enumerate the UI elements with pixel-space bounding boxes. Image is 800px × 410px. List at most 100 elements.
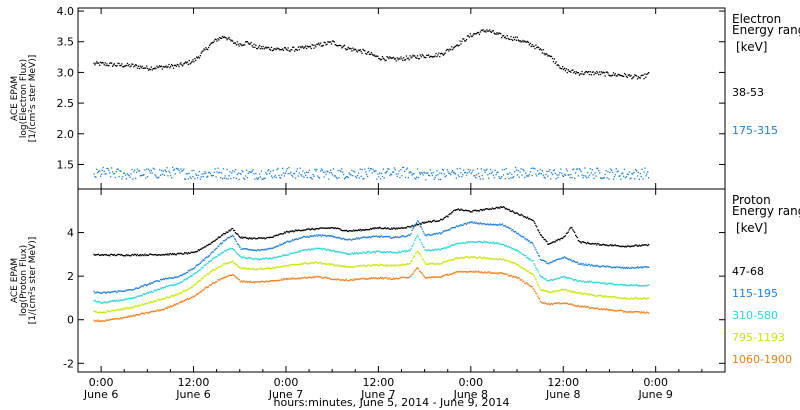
- data-point: [448, 259, 450, 261]
- data-point: [102, 311, 104, 313]
- data-point: [340, 45, 342, 47]
- data-point: [120, 64, 122, 67]
- data-point: [378, 176, 380, 178]
- data-point: [339, 265, 341, 267]
- data-point: [575, 261, 577, 263]
- data-point: [124, 290, 127, 292]
- data-point: [513, 36, 515, 39]
- data-point: [506, 208, 508, 210]
- data-point: [341, 47, 343, 49]
- data-point: [425, 249, 427, 251]
- data-point: [188, 252, 190, 254]
- data-point: [321, 45, 323, 47]
- data-point: [255, 281, 257, 283]
- data-point: [299, 250, 301, 252]
- data-point: [315, 235, 317, 237]
- data-point: [572, 304, 574, 306]
- data-point: [398, 170, 400, 172]
- data-point: [347, 230, 349, 233]
- data-point: [381, 264, 384, 266]
- data-point: [155, 253, 157, 256]
- data-point: [526, 270, 528, 272]
- data-point: [428, 220, 430, 222]
- data-point: [563, 173, 566, 176]
- data-point: [207, 175, 209, 177]
- y-tick-label: 1.5: [57, 158, 75, 171]
- data-point: [280, 266, 282, 268]
- data-point: [368, 53, 371, 55]
- data-point: [183, 290, 185, 292]
- data-point: [232, 260, 234, 262]
- legend-title: Energy ranges: [732, 204, 800, 218]
- data-point: [205, 172, 207, 174]
- data-point: [518, 40, 520, 42]
- data-point: [136, 67, 139, 69]
- data-point: [514, 248, 516, 250]
- data-point: [189, 287, 191, 289]
- data-point: [539, 289, 542, 291]
- data-point: [96, 168, 98, 170]
- data-point: [248, 237, 250, 239]
- data-point: [105, 254, 107, 256]
- data-point: [354, 252, 356, 254]
- data-point: [283, 231, 286, 233]
- data-point: [150, 169, 152, 172]
- data-point: [632, 76, 634, 79]
- data-point: [388, 251, 390, 253]
- data-point: [295, 278, 298, 280]
- data-point: [245, 248, 247, 250]
- data-point: [99, 254, 101, 257]
- data-point: [599, 282, 602, 284]
- data-point: [278, 266, 280, 268]
- data-point: [301, 45, 303, 48]
- data-point: [451, 244, 453, 246]
- data-point: [411, 273, 413, 276]
- data-point: [170, 174, 172, 177]
- data-point: [329, 41, 331, 43]
- data-point: [221, 278, 224, 280]
- data-point: [143, 303, 145, 305]
- data-point: [233, 249, 236, 251]
- data-point: [621, 172, 623, 175]
- data-point: [501, 243, 503, 246]
- data-point: [134, 169, 136, 171]
- data-point: [508, 38, 510, 41]
- data-point: [365, 252, 367, 254]
- data-point: [382, 57, 384, 59]
- data-point: [408, 262, 410, 265]
- data-point: [313, 275, 315, 277]
- data-point: [462, 257, 464, 259]
- data-point: [569, 70, 571, 73]
- data-point: [270, 236, 273, 239]
- data-point: [557, 64, 559, 66]
- data-point: [421, 54, 423, 56]
- data-point: [491, 272, 494, 274]
- data-point: [219, 266, 221, 268]
- data-point: [347, 239, 349, 241]
- data-point: [381, 227, 384, 230]
- y-tick-label: 0: [67, 314, 74, 327]
- data-point: [145, 311, 147, 314]
- data-point: [316, 261, 318, 263]
- data-point: [205, 275, 207, 277]
- data-point: [383, 58, 385, 60]
- data-point: [607, 72, 609, 74]
- data-point: [314, 261, 316, 263]
- data-point: [395, 252, 397, 254]
- data-point: [617, 170, 619, 172]
- data-point: [412, 273, 414, 275]
- data-point: [528, 217, 530, 220]
- data-point: [282, 265, 284, 267]
- data-point: [527, 283, 530, 285]
- data-point: [473, 209, 475, 211]
- data-point: [379, 227, 382, 229]
- data-point: [214, 282, 216, 284]
- data-point: [306, 249, 309, 251]
- data-point: [571, 69, 573, 71]
- data-point: [559, 239, 561, 241]
- data-point: [245, 280, 248, 282]
- data-point: [245, 175, 247, 177]
- data-point: [641, 168, 643, 170]
- data-point: [150, 311, 152, 313]
- data-point: [197, 280, 200, 282]
